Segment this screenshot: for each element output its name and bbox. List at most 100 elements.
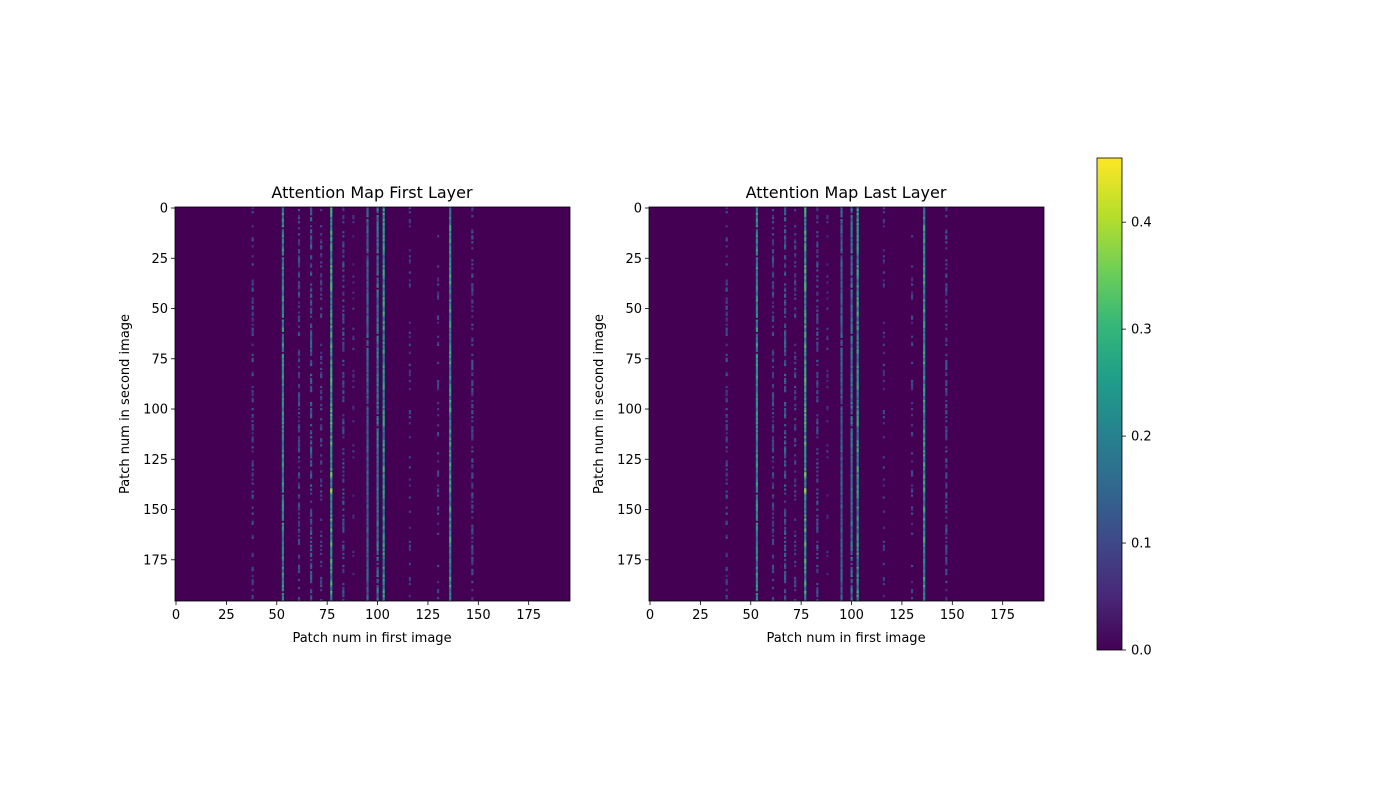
heatmap-cell <box>850 434 853 437</box>
heatmap-cell <box>251 211 254 214</box>
heatmap-cell <box>310 373 313 377</box>
heatmap-cell <box>755 275 758 278</box>
heatmap-cell <box>784 359 787 363</box>
heatmap-cell <box>382 393 385 397</box>
heatmap-cell <box>366 542 369 546</box>
heatmap-cell <box>408 510 411 513</box>
heatmap-cell <box>856 371 859 375</box>
heatmap-hotspot <box>804 488 807 493</box>
heatmap-cell <box>725 522 728 525</box>
heatmap-cell <box>471 399 474 403</box>
heatmap-column <box>755 207 758 602</box>
heatmap-cell <box>281 309 284 312</box>
heatmap-cell <box>771 440 775 443</box>
heatmap-cell <box>771 353 775 357</box>
heatmap-cell <box>840 504 843 507</box>
heatmap-cell <box>310 231 313 234</box>
heatmap-cell <box>251 408 254 411</box>
heatmap-cell <box>382 379 385 383</box>
heatmap-cell <box>804 470 807 473</box>
heatmap-cell <box>850 281 853 284</box>
heatmap-cell <box>856 448 859 451</box>
heatmap-cell <box>382 588 385 592</box>
heatmap-cell <box>923 422 926 425</box>
heatmap-background <box>175 207 570 601</box>
x-tick-label: 75 <box>319 608 336 623</box>
heatmap-cell <box>804 582 807 586</box>
heatmap-cell <box>310 239 313 242</box>
heatmap-cell <box>366 219 369 222</box>
heatmap-cell <box>850 592 853 596</box>
heatmap-cell <box>436 432 440 435</box>
heatmap-cell <box>850 428 853 431</box>
heatmap-cell <box>449 383 452 387</box>
heatmap-cell <box>449 321 452 324</box>
heatmap-cell <box>382 556 385 560</box>
heatmap-cell <box>382 426 385 429</box>
heatmap-cell <box>755 335 758 338</box>
heatmap-cell <box>840 301 843 304</box>
heatmap-cell <box>281 271 284 274</box>
heatmap-cell <box>850 273 853 276</box>
heatmap-cell <box>840 494 843 497</box>
heatmap-cell <box>449 215 452 218</box>
heatmap-cell <box>771 416 775 419</box>
heatmap-cell <box>923 434 926 437</box>
heatmap-cell <box>755 305 758 308</box>
heatmap-cell <box>408 576 411 580</box>
heatmap-cell <box>310 303 313 306</box>
heatmap-cell <box>755 440 758 443</box>
heatmap-cell <box>804 570 807 574</box>
heatmap-cell <box>449 480 452 483</box>
heatmap-cell <box>856 542 859 546</box>
heatmap-cell <box>856 331 859 334</box>
heatmap-cell <box>310 536 313 539</box>
heatmap-cell <box>342 385 345 389</box>
heatmap-cell <box>945 524 948 527</box>
heatmap-cell <box>310 301 313 304</box>
heatmap-cell <box>251 534 254 537</box>
heatmap-cell <box>794 375 797 379</box>
heatmap-cell <box>945 337 948 340</box>
heatmap-cell <box>804 416 807 419</box>
heatmap-cell <box>804 241 807 244</box>
heatmap-cell <box>840 323 843 326</box>
heatmap-cell <box>382 301 385 304</box>
heatmap-cell <box>840 359 843 363</box>
heatmap-cell <box>449 249 452 252</box>
heatmap-cell <box>366 371 369 375</box>
heatmap-cell <box>382 217 385 220</box>
heatmap-cell <box>856 482 859 485</box>
heatmap-cell <box>281 281 284 284</box>
heatmap-cell <box>281 476 284 479</box>
heatmap-cell <box>755 448 758 451</box>
heatmap-cell <box>320 261 323 264</box>
heatmap-cell <box>310 442 313 445</box>
heatmap-cell <box>755 444 758 447</box>
heatmap-cell <box>281 480 284 483</box>
heatmap-cell <box>366 592 369 596</box>
heatmap-cell <box>923 556 926 560</box>
heatmap-cell <box>771 249 775 252</box>
heatmap-cell <box>840 534 843 537</box>
heatmap-cell <box>471 550 474 554</box>
heatmap-cell <box>816 395 819 399</box>
heatmap-cell <box>840 590 843 594</box>
heatmap-cell <box>755 309 758 312</box>
x-tick-label: 100 <box>365 608 390 623</box>
heatmap-cell <box>330 480 333 483</box>
heatmap-cell <box>794 444 797 447</box>
heatmap-cell <box>816 436 819 439</box>
heatmap-cell <box>882 363 885 367</box>
heatmap-cell <box>449 275 452 278</box>
heatmap-cell <box>725 299 728 302</box>
heatmap-cell <box>923 267 926 270</box>
heatmap-cell <box>856 347 859 351</box>
x-tick-label: 125 <box>890 608 915 623</box>
heatmap-cell <box>471 410 474 413</box>
heatmap-cell <box>436 295 440 298</box>
heatmap-cell <box>251 237 254 240</box>
heatmap-cell <box>330 542 333 546</box>
heatmap-cell <box>856 369 859 373</box>
heatmap-cell <box>923 331 926 334</box>
